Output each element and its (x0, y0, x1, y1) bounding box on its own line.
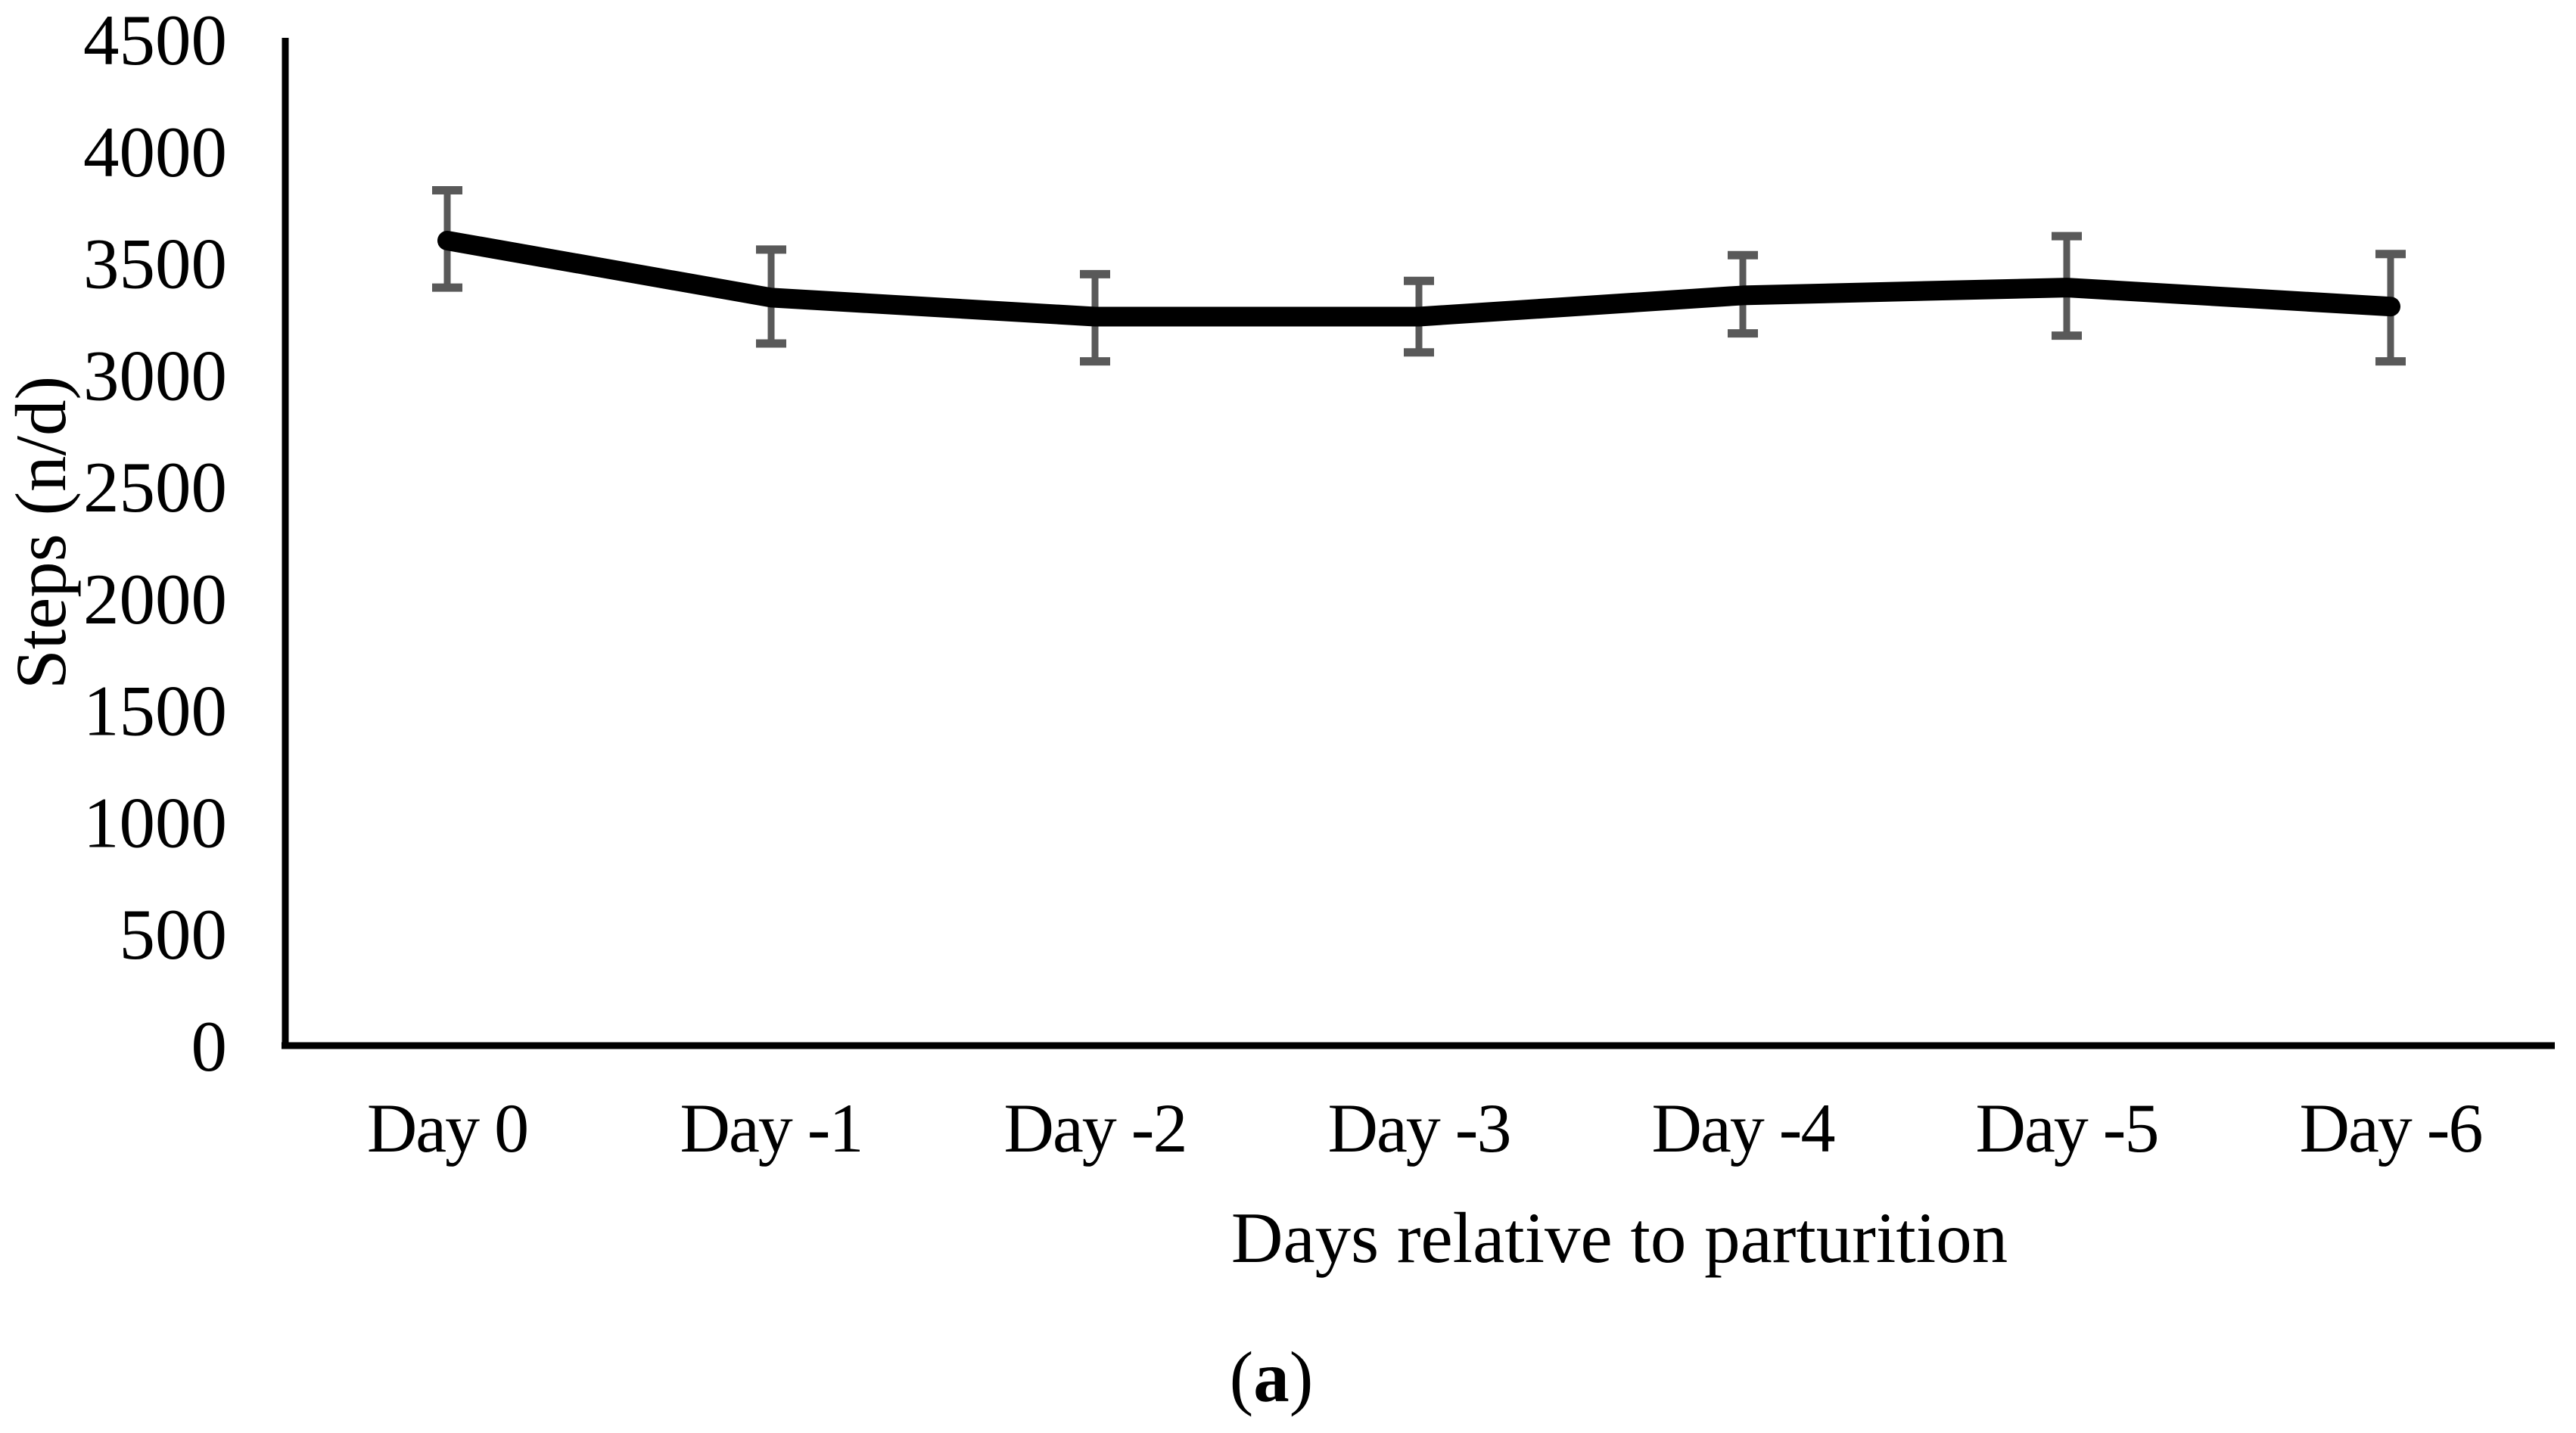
caption-paren-close: ) (1290, 1337, 1314, 1417)
error-bars (432, 186, 2406, 366)
y-tick-label: 0 (191, 1006, 228, 1086)
y-tick-label: 2500 (83, 447, 227, 527)
x-tick-label: Day -4 (1652, 1090, 1835, 1167)
x-tick-label: Day -5 (1976, 1090, 2158, 1167)
y-axis-title: Steps (n/d) (1, 376, 81, 689)
series-line (437, 231, 2400, 327)
y-tick-label: 2000 (83, 559, 227, 639)
y-tick-label: 4000 (83, 112, 227, 192)
y-tick-label: 3000 (83, 335, 227, 415)
x-tick-label: Day -2 (1004, 1090, 1187, 1167)
x-tick-label: Day 0 (367, 1090, 527, 1167)
y-tick-label: 1500 (83, 671, 227, 751)
y-tick-label: 500 (120, 894, 228, 975)
caption-paren-open: ( (1230, 1337, 1254, 1417)
y-tick-label: 3500 (83, 224, 227, 304)
x-axis-title: Days relative to parturition (1231, 1198, 2008, 1278)
y-axis-tick-labels: 0 500 1000 1500 2000 2500 3000 3500 4000 4500 (83, 0, 227, 1086)
caption-letter: a (1253, 1337, 1290, 1417)
y-tick-label: 4500 (83, 0, 227, 80)
x-axis-tick-labels: Day 0 Day -1 Day -2 Day -3 Day -4 Day -5 Day -… (367, 1090, 2484, 1167)
x-tick-label: Day -3 (1328, 1090, 1510, 1167)
y-tick-label: 1000 (83, 782, 227, 863)
x-tick-label: Day -1 (680, 1090, 863, 1167)
x-tick-label: Day -6 (2300, 1090, 2482, 1167)
figure-caption: (a) (1230, 1337, 1314, 1417)
